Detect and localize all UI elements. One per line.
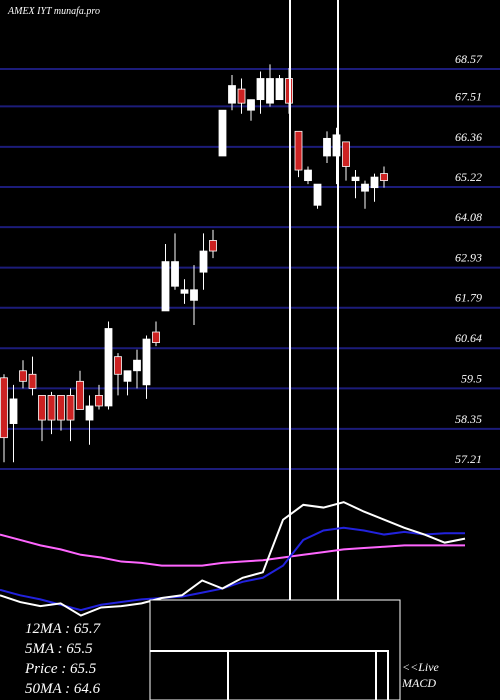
candle-body: [0, 377, 8, 439]
candle-body: [104, 328, 113, 407]
candle-body: [361, 183, 369, 192]
candle-body: [95, 395, 103, 407]
macd-label: <<Live: [402, 660, 440, 674]
candle-body: [228, 85, 236, 104]
candle-body: [342, 141, 350, 167]
y-tick-label: 64.08: [455, 210, 482, 224]
candle-body: [294, 130, 303, 171]
candle-body: [114, 356, 122, 375]
candle-body: [351, 176, 360, 182]
candle-body: [237, 88, 246, 104]
y-tick-label: 67.51: [455, 89, 482, 103]
candle-body: [304, 169, 312, 182]
candle-body: [47, 395, 56, 421]
candle-body: [152, 331, 160, 343]
candle-body: [218, 109, 227, 157]
candle-body: [38, 395, 46, 421]
candle-body: [370, 176, 379, 189]
candle-body: [19, 370, 27, 382]
candle-body: [256, 78, 265, 101]
candle-body: [247, 99, 255, 111]
y-tick-label: 62.93: [455, 251, 482, 265]
candle-body: [142, 338, 151, 386]
candle-body: [275, 78, 284, 101]
y-tick-label: 68.57: [455, 52, 483, 66]
indicator-line: [0, 533, 465, 567]
candle-body: [66, 395, 75, 421]
candle-body: [161, 261, 170, 312]
candle-body: [171, 261, 179, 287]
macd-label: MACD: [401, 676, 436, 690]
candle-body: [323, 137, 331, 157]
y-tick-label: 60.64: [455, 331, 482, 345]
candle-body: [332, 134, 341, 157]
candle-body: [57, 395, 65, 421]
y-tick-label: 58.35: [455, 412, 482, 426]
stat-label: Price : 65.5: [24, 661, 97, 677]
stat-label: 5MA : 65.5: [25, 641, 93, 657]
indicator-line: [0, 501, 466, 617]
stat-label: 12MA : 65.7: [25, 621, 102, 637]
candle-body: [85, 405, 94, 421]
candle-body: [190, 289, 198, 301]
y-tick-label: 57.21: [455, 452, 482, 466]
candle-body: [313, 183, 322, 206]
candle-body: [76, 380, 84, 410]
candle-body: [123, 370, 132, 382]
candle-body: [266, 78, 274, 104]
candle-body: [9, 398, 18, 424]
candle-body: [380, 173, 388, 182]
candle-body: [133, 359, 141, 372]
indicator-line: [0, 526, 465, 612]
candle-body: [199, 250, 208, 273]
candle-body: [209, 240, 217, 252]
macd-line: [375, 650, 389, 700]
candle-body: [180, 289, 189, 294]
y-tick-label: 65.22: [455, 170, 482, 184]
y-tick-label: 59.5: [461, 371, 482, 385]
candle-body: [28, 373, 37, 389]
y-tick-label: 66.36: [455, 130, 482, 144]
y-tick-label: 61.79: [455, 291, 482, 305]
stat-label: 50MA : 64.6: [25, 681, 101, 697]
chart-title: AMEX IYT munafa.pro: [7, 6, 100, 17]
